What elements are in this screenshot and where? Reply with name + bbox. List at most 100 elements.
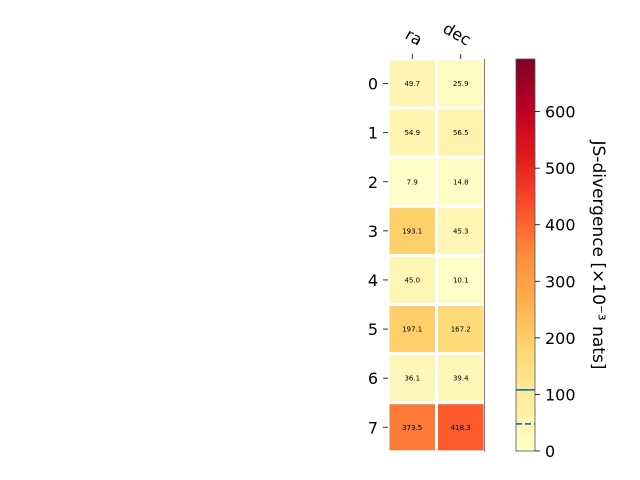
colorbar-segment [516,444,535,449]
colorbar-segment [516,362,535,367]
heatmap-cell [389,404,435,451]
colorbar-segment [516,258,535,263]
colorbar-segment [516,264,535,269]
colorbar-segment [516,284,535,289]
colorbar-segment [516,127,535,132]
cell-label: 7.9 [407,178,418,186]
cell-label: 197.1 [402,326,422,334]
colorbar-frame [515,58,536,452]
colorbar-segment [516,153,535,158]
colorbar-segment [516,330,535,334]
colorbar-segment [516,424,535,429]
colorbar-segment [516,179,535,184]
colorbar-segment [516,294,535,299]
colorbar-segment [516,85,535,89]
colorbar-segment [516,163,535,168]
colorbar-segment [516,385,535,390]
colorbar-segment [516,140,535,145]
colorbar-segment [516,255,535,259]
heatmap-cell [438,109,484,156]
colorbar-segment [516,369,535,374]
colorbar-segment [516,111,535,116]
cell-label: 54.9 [404,129,420,137]
cell-label: 39.4 [453,375,469,383]
colorbar-segment [516,398,535,403]
row-tick-label: 2 [368,173,378,192]
colorbar-segment [516,104,535,109]
colorbar-segment [516,88,535,93]
colorbar-segment [516,170,535,174]
colorbar: 0 100 200 300 400 500 600 JS-divergence [×10⁻³… [515,58,608,461]
colorbar-segment [516,121,535,125]
cell-label: 193.1 [402,227,422,235]
colorbar-segment [516,343,535,348]
colorbar-segment [516,300,535,305]
heatmap-cell [438,158,484,205]
colorbar-segment [516,441,535,446]
colorbar-segment [516,108,535,112]
colorbar-segment [516,238,535,243]
cell-label: 36.1 [404,375,420,383]
cell-label: 56.5 [453,129,469,137]
colorbar-segment [516,326,535,331]
colorbar-segment [516,431,535,436]
colorbar-segment [516,320,535,325]
colorbar-tick-label: 500 [545,159,576,178]
colorbar-tick-label: 400 [545,216,576,235]
colorbar-segment [516,434,535,439]
row-tick-label: 7 [368,418,378,437]
colorbar-segment [516,186,535,191]
colorbar-segment [516,336,535,341]
colorbar-segment [516,418,535,423]
colorbar-segment [516,199,535,204]
colorbar-segment [516,134,535,138]
row-tick-label: 4 [368,271,378,290]
colorbar-segment [516,274,535,279]
colorbar-segment [516,150,535,155]
colorbar-segment [516,447,535,452]
colorbar-segment [516,72,535,76]
colorbar-segment [516,408,535,413]
row-tick-label: 0 [368,75,378,94]
cell-label: 167.2 [451,326,471,334]
colorbar-segment [516,428,535,432]
colorbar-segment [516,251,535,256]
heatmap-cell [389,109,435,156]
colorbar-segment [516,62,535,67]
colorbar-segment [516,415,535,419]
colorbar-segment [516,206,535,210]
colorbar-segment [516,353,535,357]
row-tick-label: 1 [368,124,378,143]
colorbar-segment [516,405,535,410]
colorbar-segment [516,228,535,233]
colorbar-segment [516,388,535,393]
row-tick-label: 3 [368,222,378,241]
colorbar-segment [516,268,535,272]
heatmap-cell [438,256,484,303]
column-tick-label: ra [402,25,426,50]
colorbar-ticks: 0 100 200 300 400 500 600 [535,103,576,461]
colorbar-segment [516,287,535,292]
colorbar-segment [516,192,535,197]
colorbar-segment [516,307,535,312]
heatmap-cell [389,207,435,254]
column-axis: ra dec [402,19,474,59]
colorbar-segment [516,65,535,70]
colorbar-segment [516,160,535,165]
heatmap-cell [389,60,435,107]
colorbar-segment [516,333,535,338]
colorbar-reference-lines [516,389,535,425]
cell-label: 45.0 [404,276,420,284]
cell-label: 373.5 [402,424,422,432]
row-tick-label: 5 [368,320,378,339]
colorbar-tick-label: 100 [545,385,576,404]
colorbar-segment [516,94,535,99]
colorbar-tick-label: 200 [545,329,576,348]
colorbar-segment [516,176,535,181]
colorbar-segment [516,157,535,161]
colorbar-segment [516,317,535,321]
colorbar-segment [516,411,535,416]
cell-label: 418.3 [451,424,471,432]
colorbar-segment [516,402,535,406]
colorbar-segment [516,437,535,442]
